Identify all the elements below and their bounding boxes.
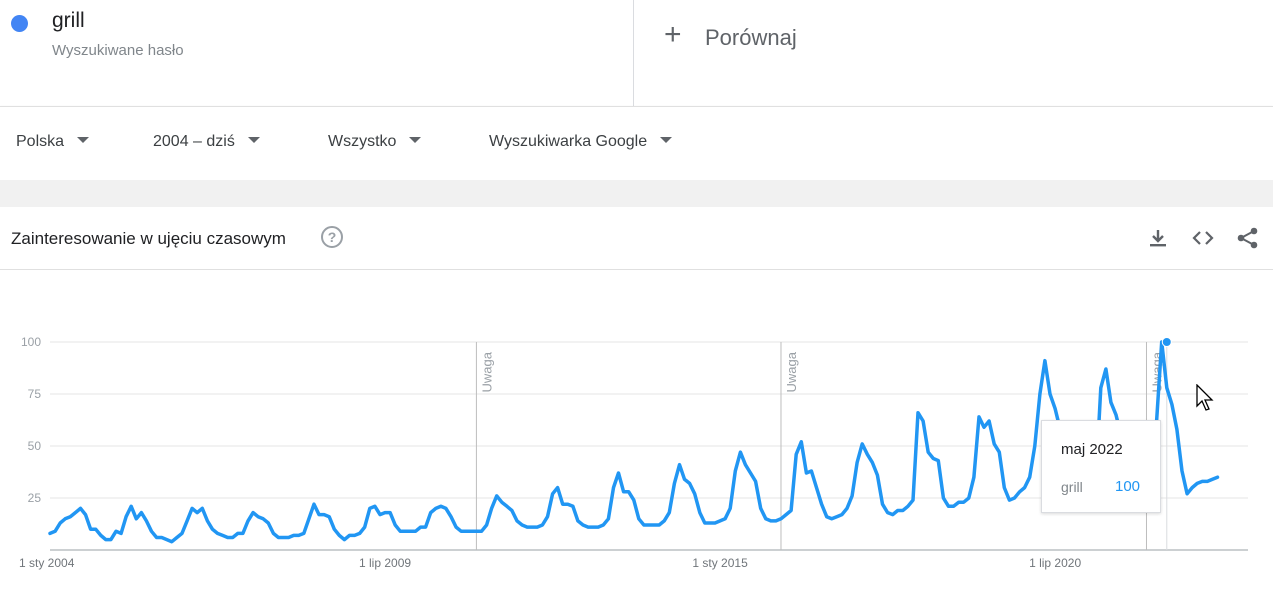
filter-search-type-label: Wyszukiwarka Google — [489, 133, 648, 150]
caret-down-icon — [247, 136, 260, 143]
note-marker-label: Uwaga — [784, 351, 799, 392]
mouse-pointer-icon — [1196, 384, 1214, 411]
y-tick-label: 25 — [28, 491, 42, 505]
search-term-subtitle: Wyszukiwane hasło — [52, 42, 184, 59]
caret-down-icon — [409, 136, 422, 143]
filter-time-range[interactable]: 2004 – dziś — [153, 133, 260, 151]
term-color-dot — [11, 15, 28, 32]
x-tick-label: 1 sty 2004 — [19, 556, 75, 570]
filter-category[interactable]: Wszystko — [328, 133, 422, 151]
share-icon[interactable] — [1235, 225, 1261, 251]
card-title: Zainteresowanie w ujęciu czasowym — [11, 229, 286, 248]
search-term[interactable]: grill — [52, 9, 85, 32]
tooltip-term: grill — [1061, 479, 1083, 495]
filter-region[interactable]: Polska — [16, 133, 90, 151]
x-tick-label: 1 sty 2015 — [692, 556, 748, 570]
filter-category-label: Wszystko — [328, 133, 397, 150]
note-marker-label: Uwaga — [479, 351, 494, 392]
filter-region-label: Polska — [16, 133, 65, 150]
tooltip-date: maj 2022 — [1061, 441, 1123, 458]
download-icon[interactable] — [1145, 225, 1171, 251]
compare-label: Porównaj — [705, 25, 797, 50]
x-tick-label: 1 lip 2009 — [359, 556, 411, 570]
filter-time-range-label: 2004 – dziś — [153, 133, 235, 150]
caret-down-icon — [660, 136, 673, 143]
embed-code-icon[interactable] — [1190, 225, 1216, 251]
card-header: Zainteresowanie w ujęciu czasowym ? — [0, 207, 1273, 270]
compare-button[interactable]: + Porównaj — [634, 0, 1273, 106]
tooltip-value: 100 — [1115, 478, 1141, 495]
series-line-grill — [48, 340, 1220, 544]
filters-bar: Polska 2004 – dziś Wszystko Wyszukiwarka… — [0, 106, 1273, 181]
search-term-panel[interactable]: grill Wyszukiwane hasło — [0, 0, 634, 106]
chart-tooltip: maj 2022 grill 100 — [1041, 420, 1161, 513]
y-tick-label: 100 — [21, 335, 41, 349]
plus-icon: + — [664, 18, 682, 51]
y-tick-label: 50 — [28, 439, 42, 453]
highlight-point — [1161, 337, 1172, 347]
caret-down-icon — [77, 136, 90, 143]
y-tick-label: 75 — [28, 387, 42, 401]
help-icon[interactable]: ? — [321, 226, 343, 248]
filter-search-type[interactable]: Wyszukiwarka Google — [489, 133, 673, 151]
section-gap — [0, 180, 1273, 207]
x-tick-label: 1 lip 2020 — [1029, 556, 1081, 570]
